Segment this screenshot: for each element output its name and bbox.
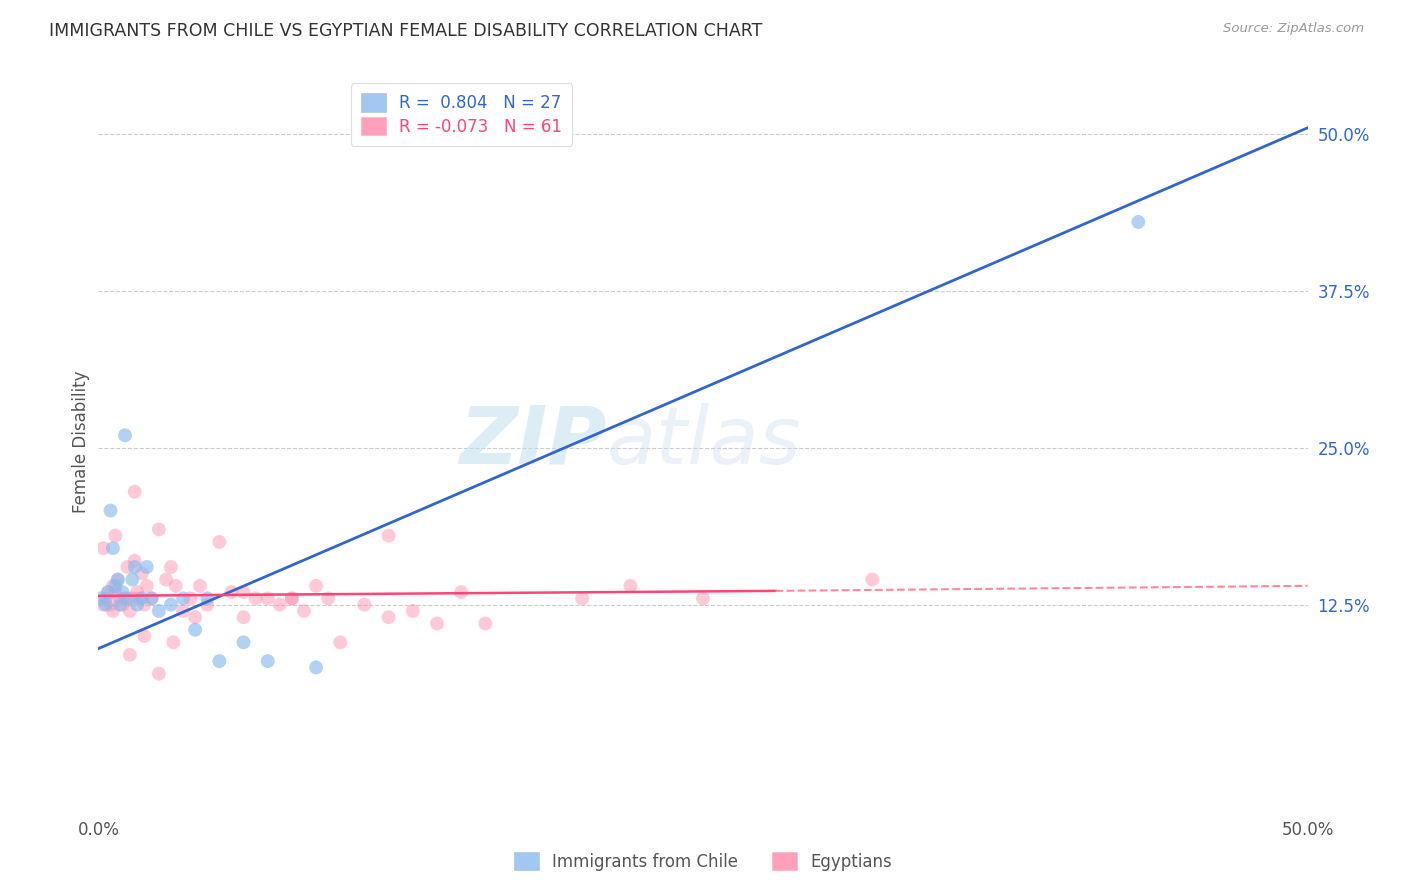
Point [232,585,254,599]
Point [91,541,114,556]
Point [114,428,136,442]
Point [256,591,278,606]
Point [208,654,231,668]
Point [134,598,156,612]
Point [104,585,127,599]
Legend: R =  0.804   N = 27, R = -0.073   N = 61: R = 0.804 N = 27, R = -0.073 N = 61 [350,83,572,145]
Point [450,585,472,599]
Point [101,604,124,618]
Point [860,573,883,587]
Point [172,591,194,606]
Point [134,629,156,643]
Point [108,598,131,612]
Point [131,591,153,606]
Point [1128,215,1150,229]
Point [160,598,183,612]
Point [131,566,153,581]
Text: IMMIGRANTS FROM CHILE VS EGYPTIAN FEMALE DISABILITY CORRELATION CHART: IMMIGRANTS FROM CHILE VS EGYPTIAN FEMALE… [49,22,762,40]
Point [135,579,157,593]
Text: ZIP: ZIP [458,402,606,481]
Point [316,591,339,606]
Point [127,598,149,612]
Point [155,573,177,587]
Point [160,560,183,574]
Point [281,591,304,606]
Point [100,503,122,517]
Point [121,591,143,606]
Point [135,560,157,574]
Point [179,591,201,606]
Point [172,604,194,618]
Point [162,635,184,649]
Point [353,598,375,612]
Point [101,579,124,593]
Point [692,591,714,606]
Point [292,604,315,618]
Point [118,648,141,662]
Point [184,623,207,637]
Point [184,610,207,624]
Point [128,591,150,606]
Point [117,560,139,574]
Point [165,579,187,593]
Point [114,591,136,606]
Point [208,535,231,549]
Point [117,591,139,606]
Point [188,579,211,593]
Point [127,585,149,599]
Point [111,598,134,612]
Point [100,598,122,612]
Point [148,666,170,681]
Point [474,616,496,631]
Point [221,585,243,599]
Point [148,522,170,536]
Point [281,591,304,606]
Point [619,579,641,593]
Point [97,585,120,599]
Y-axis label: Female Disability: Female Disability [72,370,90,513]
Point [118,604,141,618]
Point [141,591,163,606]
Point [91,598,114,612]
Point [141,591,163,606]
Point [377,610,399,624]
Point [101,541,124,556]
Text: Source: ZipAtlas.com: Source: ZipAtlas.com [1223,22,1364,36]
Point [108,591,131,606]
Point [107,573,129,587]
Point [329,635,352,649]
Point [305,660,328,674]
Point [195,591,218,606]
Point [426,616,449,631]
Point [377,529,399,543]
Legend: Immigrants from Chile, Egyptians: Immigrants from Chile, Egyptians [506,844,900,880]
Point [107,573,129,587]
Point [121,573,143,587]
Point [245,591,267,606]
Point [124,560,146,574]
Point [94,598,117,612]
Point [104,579,127,593]
Point [124,484,146,499]
Point [402,604,425,618]
Point [269,598,291,612]
Point [305,579,328,593]
Point [232,635,254,649]
Point [97,585,120,599]
Point [571,591,593,606]
Text: atlas: atlas [606,402,801,481]
Point [232,610,254,624]
Point [256,654,278,668]
Point [90,591,112,606]
Point [104,529,127,543]
Point [94,591,117,606]
Point [124,554,146,568]
Point [148,604,170,618]
Point [195,598,218,612]
Point [111,585,134,599]
